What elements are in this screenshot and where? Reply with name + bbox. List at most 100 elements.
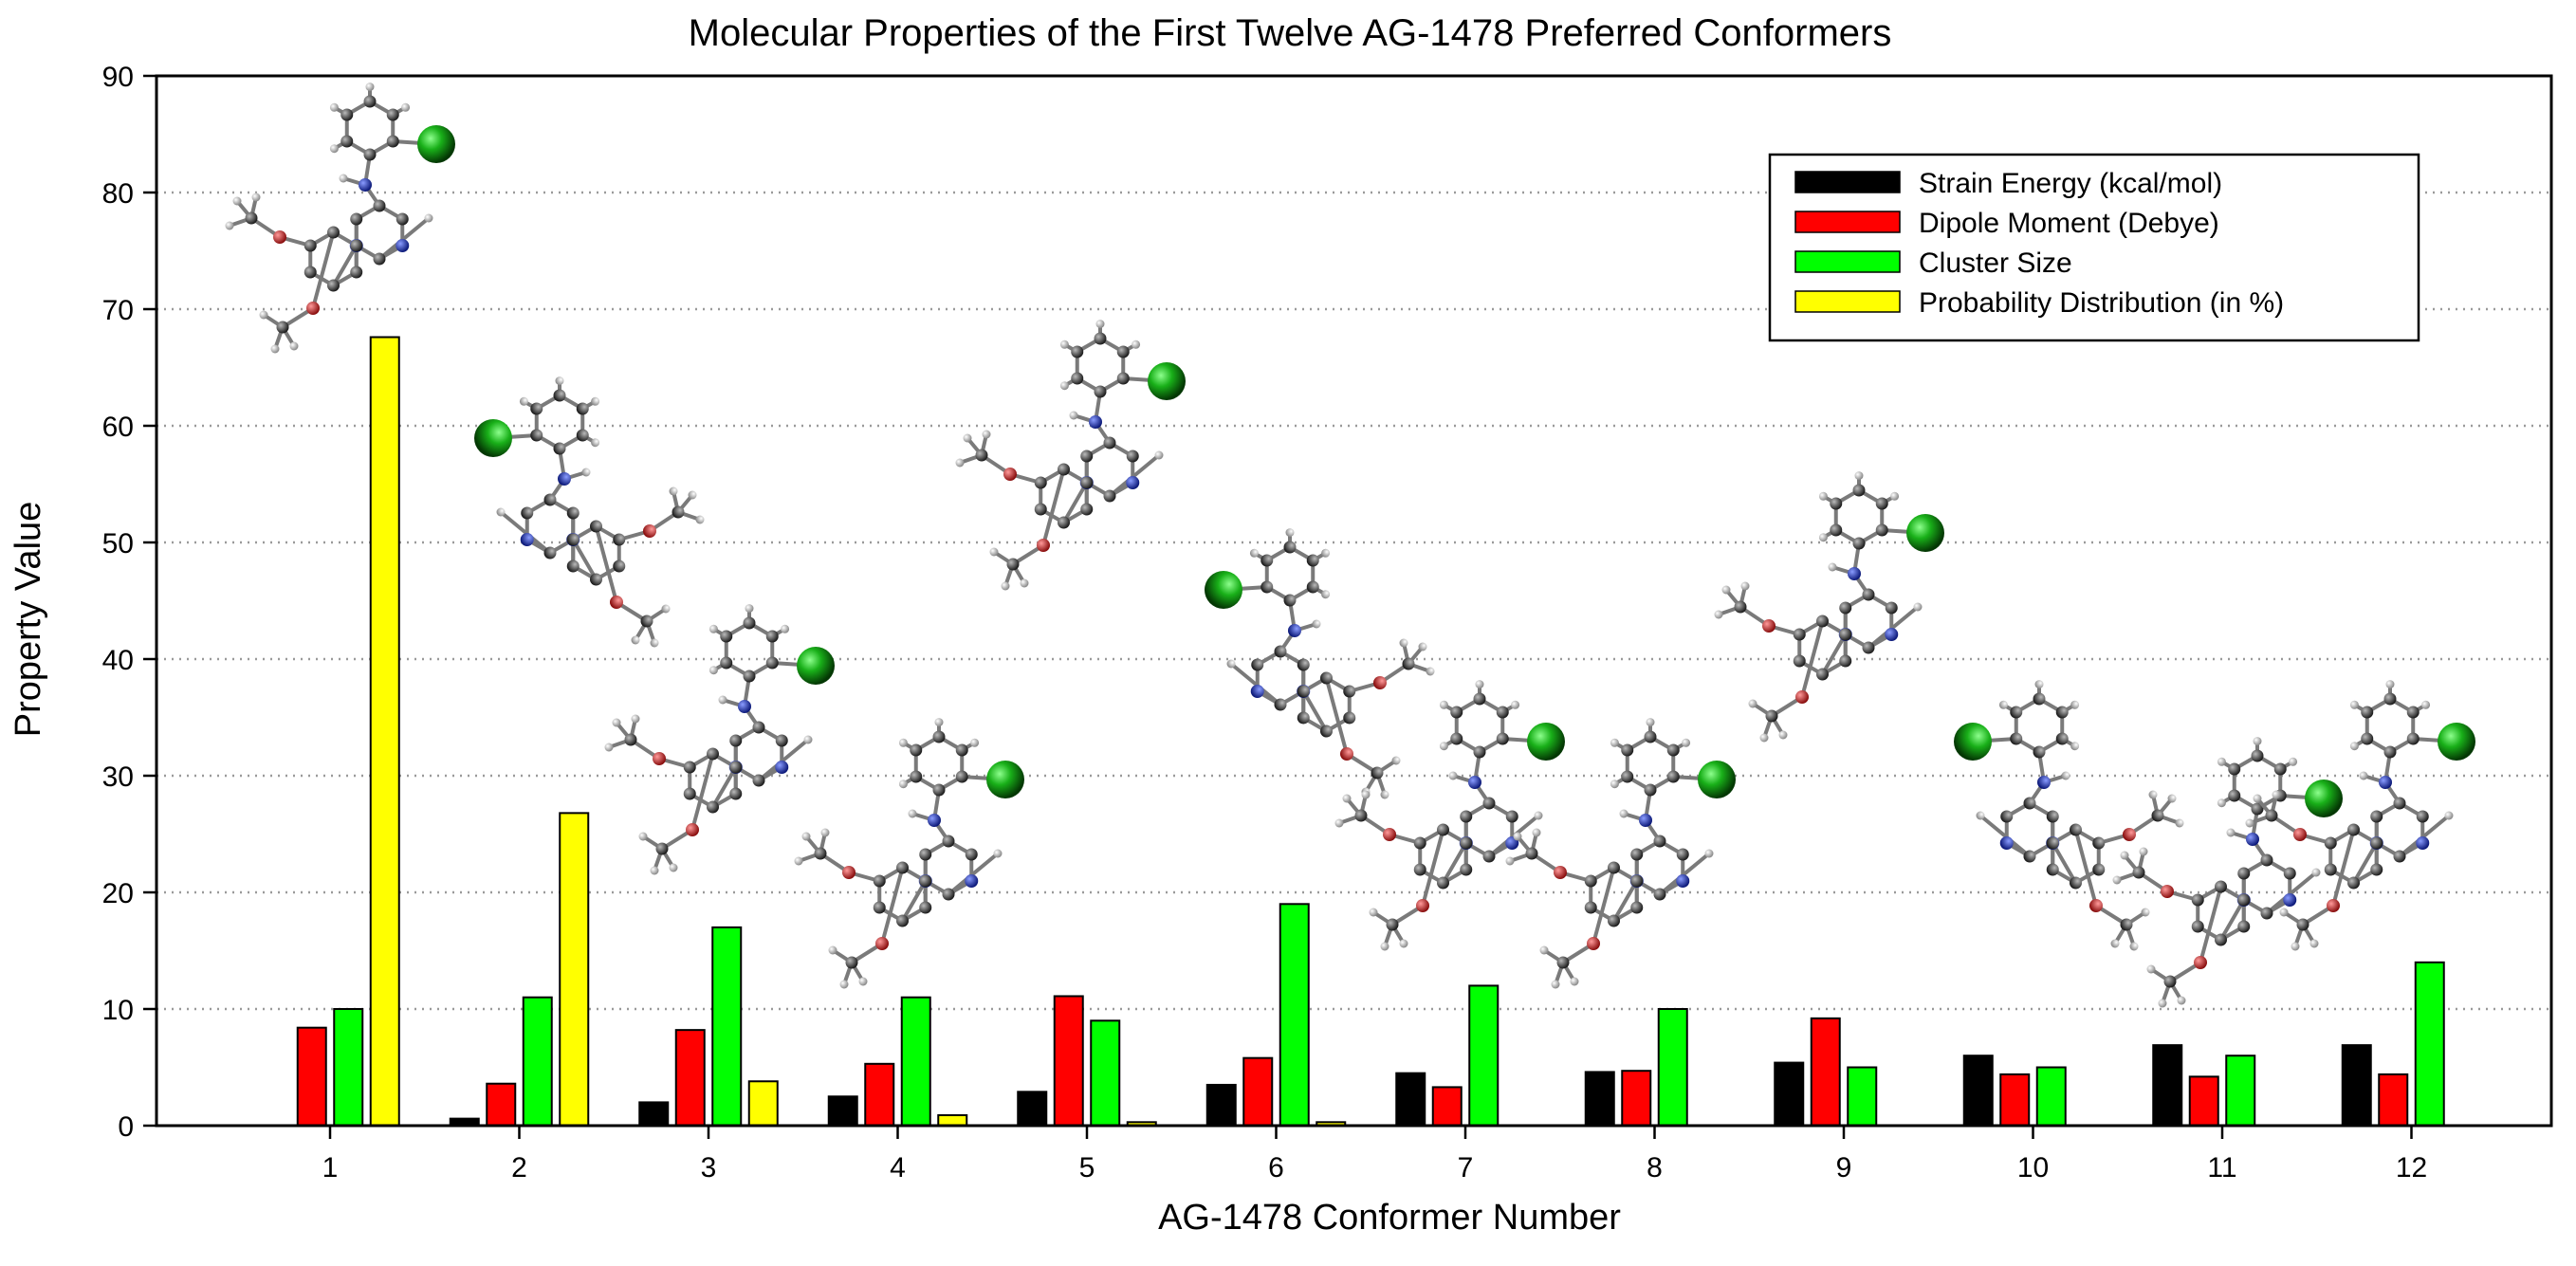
bar bbox=[1242, 1056, 1274, 1128]
atom bbox=[1373, 676, 1387, 689]
legend-swatch bbox=[1794, 250, 1901, 273]
atom bbox=[530, 429, 543, 442]
atom bbox=[276, 321, 289, 334]
conformer-structure bbox=[2245, 680, 2475, 951]
legend-label: Probability Distribution (in %) bbox=[1919, 287, 2284, 319]
bars bbox=[296, 336, 2445, 1128]
atom bbox=[1482, 850, 1496, 863]
atom bbox=[1391, 756, 1401, 765]
atom bbox=[2228, 789, 2241, 802]
atom bbox=[1297, 685, 1310, 698]
atom bbox=[304, 266, 317, 279]
atom bbox=[1862, 588, 1875, 601]
x-tick-label: 11 bbox=[2207, 1152, 2236, 1183]
conformer-structure bbox=[225, 83, 455, 354]
atom bbox=[729, 787, 743, 800]
atom bbox=[373, 199, 386, 212]
x-tick-label: 9 bbox=[1836, 1152, 1852, 1183]
atom bbox=[558, 472, 571, 486]
atom bbox=[2273, 762, 2287, 776]
atom bbox=[2061, 771, 2070, 780]
atom bbox=[543, 493, 557, 506]
atom bbox=[1402, 657, 1415, 670]
atom bbox=[1020, 578, 1029, 588]
atom bbox=[2370, 863, 2383, 876]
atom bbox=[1361, 790, 1371, 799]
atom bbox=[688, 490, 697, 500]
atom bbox=[2010, 732, 2023, 745]
atom bbox=[1666, 770, 1680, 783]
atom bbox=[359, 178, 372, 192]
legend-swatch bbox=[1794, 171, 1901, 193]
atom bbox=[2123, 828, 2136, 841]
bar bbox=[864, 1062, 895, 1128]
atom bbox=[1913, 602, 1923, 612]
atom bbox=[1460, 810, 1473, 823]
legend-swatch bbox=[1794, 290, 1901, 313]
atom bbox=[965, 848, 978, 861]
atom bbox=[781, 624, 790, 633]
atom bbox=[650, 866, 659, 875]
atom bbox=[1283, 541, 1297, 554]
atom bbox=[2217, 798, 2226, 808]
atom bbox=[1839, 628, 1852, 641]
atom bbox=[396, 239, 410, 252]
atom bbox=[612, 718, 621, 727]
atom bbox=[2070, 742, 2080, 751]
atom bbox=[1080, 503, 1094, 516]
atom bbox=[775, 761, 789, 774]
atom bbox=[631, 635, 640, 645]
atom bbox=[814, 847, 827, 860]
atom bbox=[1854, 471, 1864, 481]
bar bbox=[1847, 1066, 1878, 1127]
atom bbox=[1511, 700, 1520, 709]
bond bbox=[377, 216, 431, 261]
atom bbox=[1386, 918, 1399, 931]
atom bbox=[1795, 690, 1809, 704]
conformer-structure bbox=[1334, 680, 1565, 951]
atom bbox=[1748, 699, 1757, 708]
atom bbox=[1334, 818, 1344, 828]
atom bbox=[708, 624, 718, 633]
x-tick-label: 10 bbox=[2017, 1152, 2049, 1183]
atom bbox=[1285, 528, 1295, 538]
atom bbox=[1496, 706, 1509, 719]
atom bbox=[1734, 600, 1747, 614]
bond bbox=[1800, 619, 1825, 699]
bar bbox=[1431, 1086, 1463, 1128]
bond bbox=[2351, 841, 2379, 885]
bar bbox=[2378, 1073, 2409, 1128]
legend-label: Dipole Moment (Debye) bbox=[1919, 208, 2219, 239]
atom bbox=[2055, 732, 2069, 745]
atom bbox=[765, 656, 779, 670]
atom bbox=[842, 866, 856, 879]
chlorine-atom bbox=[2438, 723, 2475, 761]
atom bbox=[2046, 863, 2059, 876]
atom bbox=[566, 560, 580, 573]
atom bbox=[1250, 685, 1264, 698]
atom bbox=[898, 738, 908, 747]
atom bbox=[1639, 814, 1652, 827]
atom bbox=[2037, 776, 2051, 789]
atom bbox=[1460, 863, 1473, 876]
atom bbox=[1059, 381, 1069, 391]
conformer-structure bbox=[794, 718, 1024, 989]
bond bbox=[1229, 662, 1282, 706]
chlorine-atom bbox=[797, 647, 835, 685]
atom bbox=[1890, 491, 1900, 501]
atom bbox=[1765, 709, 1778, 723]
atom bbox=[350, 239, 363, 252]
atom bbox=[1830, 497, 1843, 510]
atom bbox=[752, 721, 765, 734]
atom bbox=[896, 861, 909, 874]
atom bbox=[2311, 868, 2321, 877]
atom bbox=[1439, 700, 1448, 709]
x-tick-label: 8 bbox=[1647, 1152, 1663, 1183]
atom bbox=[1103, 489, 1116, 503]
atom bbox=[232, 196, 242, 206]
atom bbox=[2177, 996, 2186, 1005]
atom bbox=[1630, 901, 1644, 914]
atom bbox=[2151, 809, 2164, 822]
bond bbox=[1324, 676, 1349, 756]
atom bbox=[2237, 893, 2251, 907]
